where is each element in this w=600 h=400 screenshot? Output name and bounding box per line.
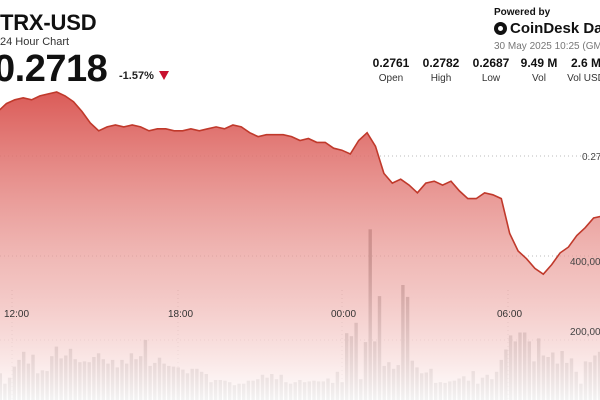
x-tick-label: 06:00: [497, 309, 522, 320]
stat-value: 0.2782: [422, 56, 460, 70]
x-tick-label: 12:00: [4, 309, 29, 320]
down-arrow-icon: [159, 71, 169, 80]
price-line: [0, 91, 600, 276]
coindesk-logo-icon: [494, 22, 507, 35]
axis-labels: 12:00 18:00 00:00 06:00 0.27 400,000 200,000: [4, 152, 600, 338]
x-tick-label: 18:00: [168, 309, 193, 320]
stats-row: 0.2761 Open 0.2782 High 0.2687 Low 9.49 …: [0, 56, 600, 90]
stat-vol-usd: 2.6 M Vol USD: [560, 56, 600, 84]
current-price: 0.2718: [0, 48, 108, 90]
price-area-fill: [0, 92, 600, 400]
stat-value: 0.2761: [372, 56, 410, 70]
powered-by-label: Powered by: [494, 7, 551, 18]
stat-value: 9.49 M: [520, 56, 558, 70]
stat-value: 0.2687: [472, 56, 510, 70]
stat-label: Vol USD: [567, 73, 600, 84]
stat-high: 0.2782 High: [415, 56, 467, 84]
stat-open: 0.2761 Open: [365, 56, 417, 84]
stat-label: Vol: [532, 73, 546, 84]
stat-label: High: [430, 73, 452, 84]
stat-value: 2.6 M: [570, 56, 600, 70]
volume-tick-label: 200,000: [570, 327, 600, 338]
brand-name: CoinDesk Data: [510, 20, 600, 37]
volume-tick-label: 400,000: [570, 257, 600, 268]
pair-title: TRX-USD: [0, 10, 97, 35]
stat-low: 0.2687 Low: [465, 56, 517, 84]
timestamp: 30 May 2025 10:25 (GMT): [494, 41, 600, 52]
stat-label: Low: [481, 73, 501, 84]
stat-vol: 9.49 M Vol: [513, 56, 565, 84]
brand-logo-link[interactable]: CoinDesk Data: [494, 20, 600, 37]
y-tick-label: 0.27: [582, 152, 600, 163]
x-tick-label: 00:00: [331, 309, 356, 320]
chart-subtitle: 24 Hour Chart: [0, 36, 70, 48]
stat-label: Open: [378, 73, 404, 84]
price-change: -1.57%: [119, 70, 154, 82]
